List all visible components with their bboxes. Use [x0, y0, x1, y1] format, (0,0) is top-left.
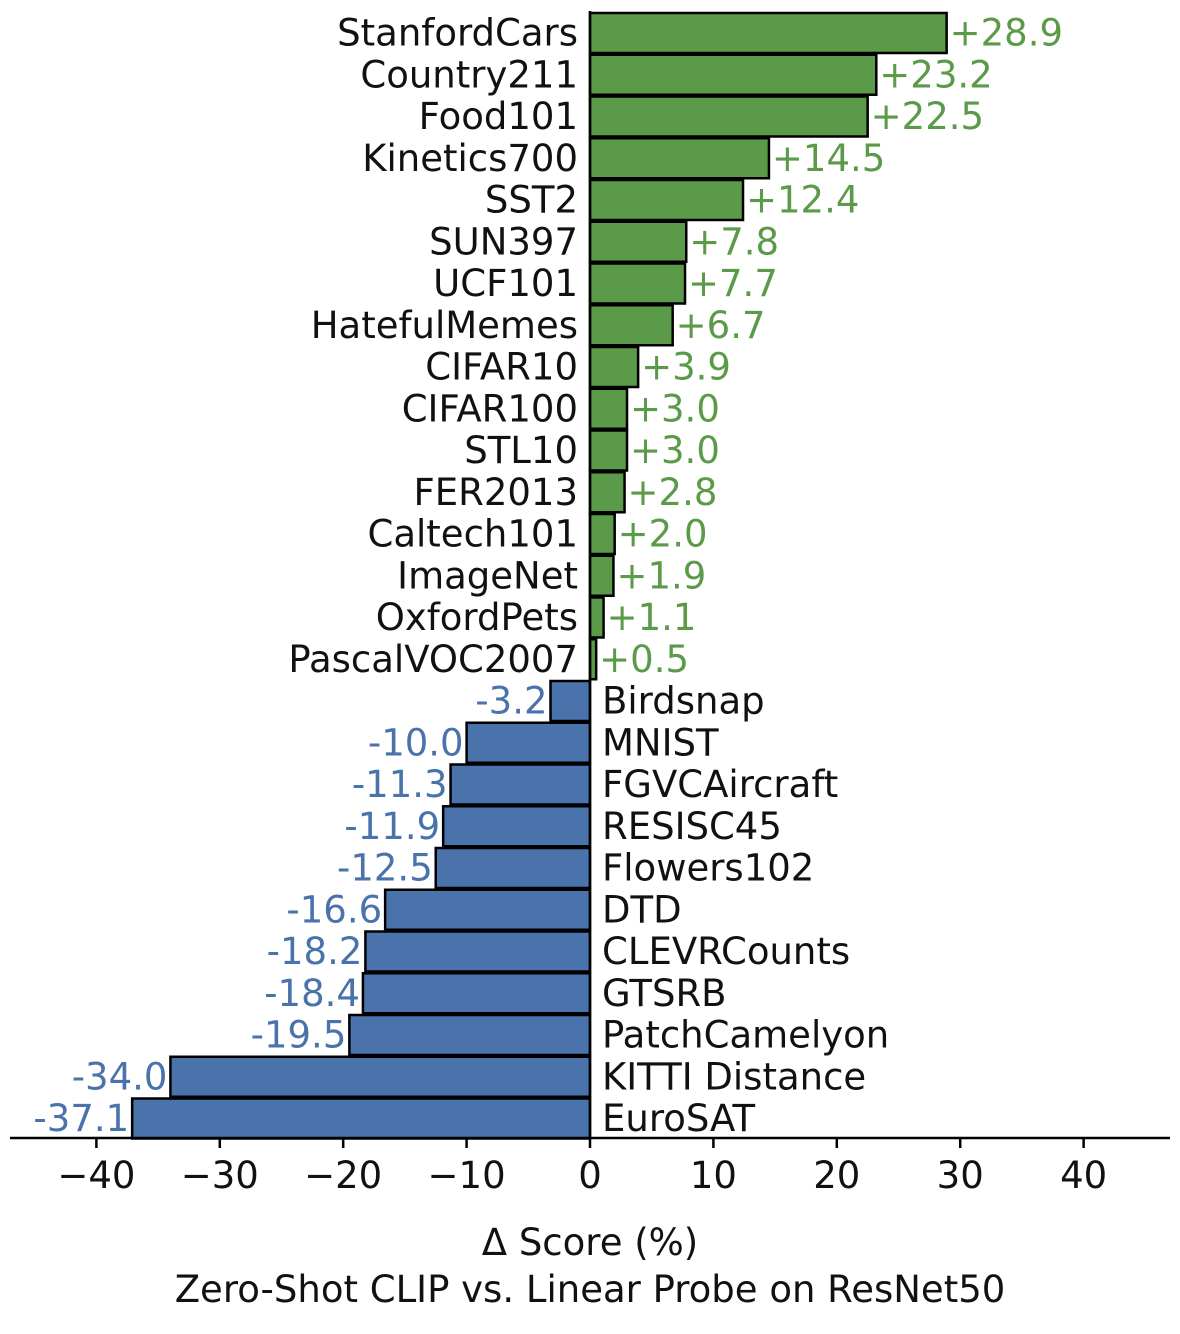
category-label: PatchCamelyon — [602, 1014, 889, 1057]
category-label: Flowers102 — [602, 847, 814, 890]
bar-kitti-distance — [169, 1055, 592, 1098]
value-label: -18.4 — [264, 972, 360, 1015]
x-ticks-layer: −40 −30 −20 −10 0 10 20 30 40 — [57, 1138, 1107, 1197]
x-tick-label: 40 — [1060, 1154, 1107, 1197]
category-label: EuroSAT — [602, 1097, 755, 1140]
value-label: +7.7 — [688, 262, 778, 305]
value-label: +28.9 — [950, 12, 1063, 55]
category-label: PascalVOC2007 — [288, 638, 578, 681]
value-label: -19.5 — [251, 1014, 347, 1057]
bar-cifar100 — [588, 387, 629, 430]
x-tick-label: 0 — [578, 1154, 602, 1197]
bar-sun397 — [588, 220, 688, 263]
bar-gtsrb — [361, 972, 592, 1015]
bar-mnist — [465, 721, 592, 764]
category-label: HatefulMemes — [311, 304, 578, 347]
value-label: -11.3 — [352, 763, 448, 806]
bar-ucf101 — [588, 262, 687, 305]
chart-title: Zero-Shot CLIP vs. Linear Probe on ResNe… — [175, 1268, 1006, 1311]
category-label: GTSRB — [602, 972, 727, 1015]
value-label: -34.0 — [72, 1055, 168, 1098]
category-label: StanfordCars — [337, 12, 578, 55]
value-label: +3.0 — [630, 387, 720, 430]
category-label: SUN397 — [429, 220, 578, 263]
value-label: -3.2 — [475, 680, 547, 723]
value-label: +22.5 — [871, 95, 984, 138]
value-label: -37.1 — [33, 1097, 129, 1140]
value-label: +14.5 — [772, 137, 885, 180]
category-label: Food101 — [419, 95, 578, 138]
category-label: OxfordPets — [376, 596, 578, 639]
category-label: SST2 — [485, 179, 578, 222]
value-label: +1.1 — [607, 596, 697, 639]
bar-kinetics700 — [588, 137, 771, 180]
category-label: CIFAR100 — [402, 387, 578, 430]
x-axis: −40 −30 −20 −10 0 10 20 30 40 — [10, 1136, 1170, 1197]
bar-fgvcaircraft — [449, 763, 592, 806]
x-tick-label: 10 — [690, 1154, 737, 1197]
bar-sst2 — [588, 178, 745, 222]
value-label: -11.9 — [344, 805, 440, 848]
value-label: +3.0 — [630, 429, 720, 472]
category-label: Birdsnap — [602, 680, 765, 723]
bar-dtd — [383, 888, 592, 931]
category-label: Kinetics700 — [362, 137, 578, 180]
value-label: -16.6 — [286, 888, 382, 931]
value-label: +12.4 — [746, 179, 859, 222]
bar-birdsnap — [549, 679, 592, 723]
category-label: RESISC45 — [602, 805, 782, 848]
x-tick-label: −20 — [304, 1154, 382, 1197]
bar-hatefulmemes — [588, 304, 674, 347]
value-label: -18.2 — [267, 930, 363, 973]
category-label: CIFAR10 — [425, 346, 578, 389]
bar-cifar10 — [588, 345, 640, 389]
category-label: Caltech101 — [368, 513, 578, 556]
category-label: UCF101 — [433, 262, 578, 305]
bar-stl10 — [588, 429, 629, 472]
value-label: +23.2 — [879, 53, 992, 96]
category-label: DTD — [602, 888, 682, 931]
category-label: KITTI Distance — [602, 1055, 866, 1098]
x-axis-title: Δ Score (%) — [482, 1221, 699, 1264]
category-label: Country211 — [360, 53, 578, 96]
bar-clevrcounts — [364, 930, 592, 973]
value-label: +1.9 — [616, 554, 706, 597]
value-label: +2.8 — [628, 471, 718, 514]
category-labels-layer: StanfordCarsCountry211Food101Kinetics700… — [288, 12, 889, 1141]
category-label: MNIST — [602, 721, 719, 764]
value-label: +7.8 — [689, 220, 779, 263]
category-label: FGVCAircraft — [602, 763, 838, 806]
value-label: +3.9 — [641, 346, 731, 389]
bar-resisc45 — [441, 805, 592, 848]
bar-flowers102 — [434, 846, 592, 890]
value-label: -10.0 — [368, 721, 464, 764]
category-label: ImageNet — [397, 554, 578, 597]
x-tick-label: −10 — [428, 1154, 506, 1197]
value-label: -12.5 — [337, 847, 433, 890]
bars-layer — [130, 11, 948, 1140]
bar-stanfordcars — [588, 11, 948, 55]
bar-caltech101 — [588, 512, 616, 556]
bar-imagenet — [588, 554, 615, 597]
value-label: +2.0 — [618, 513, 708, 556]
x-tick-label: −30 — [181, 1154, 259, 1197]
value-labels-layer: +28.9+23.2+22.5+14.5+12.4+7.8+7.7+6.7+3.… — [33, 12, 1063, 1141]
bar-country211 — [588, 53, 878, 96]
bar-eurosat — [130, 1097, 592, 1140]
x-tick-label: −40 — [57, 1154, 135, 1197]
category-label: CLEVRCounts — [602, 930, 850, 973]
bar-fer2013 — [588, 471, 626, 514]
category-label: FER2013 — [413, 471, 578, 514]
category-label: STL10 — [464, 429, 578, 472]
bar-food101 — [588, 95, 869, 138]
value-label: +6.7 — [676, 304, 766, 347]
x-tick-label: 20 — [813, 1154, 860, 1197]
value-label: +0.5 — [599, 638, 689, 681]
x-tick-label: 30 — [937, 1154, 984, 1197]
bar-oxfordpets — [588, 596, 605, 639]
bar-patchcamelyon — [348, 1013, 592, 1057]
